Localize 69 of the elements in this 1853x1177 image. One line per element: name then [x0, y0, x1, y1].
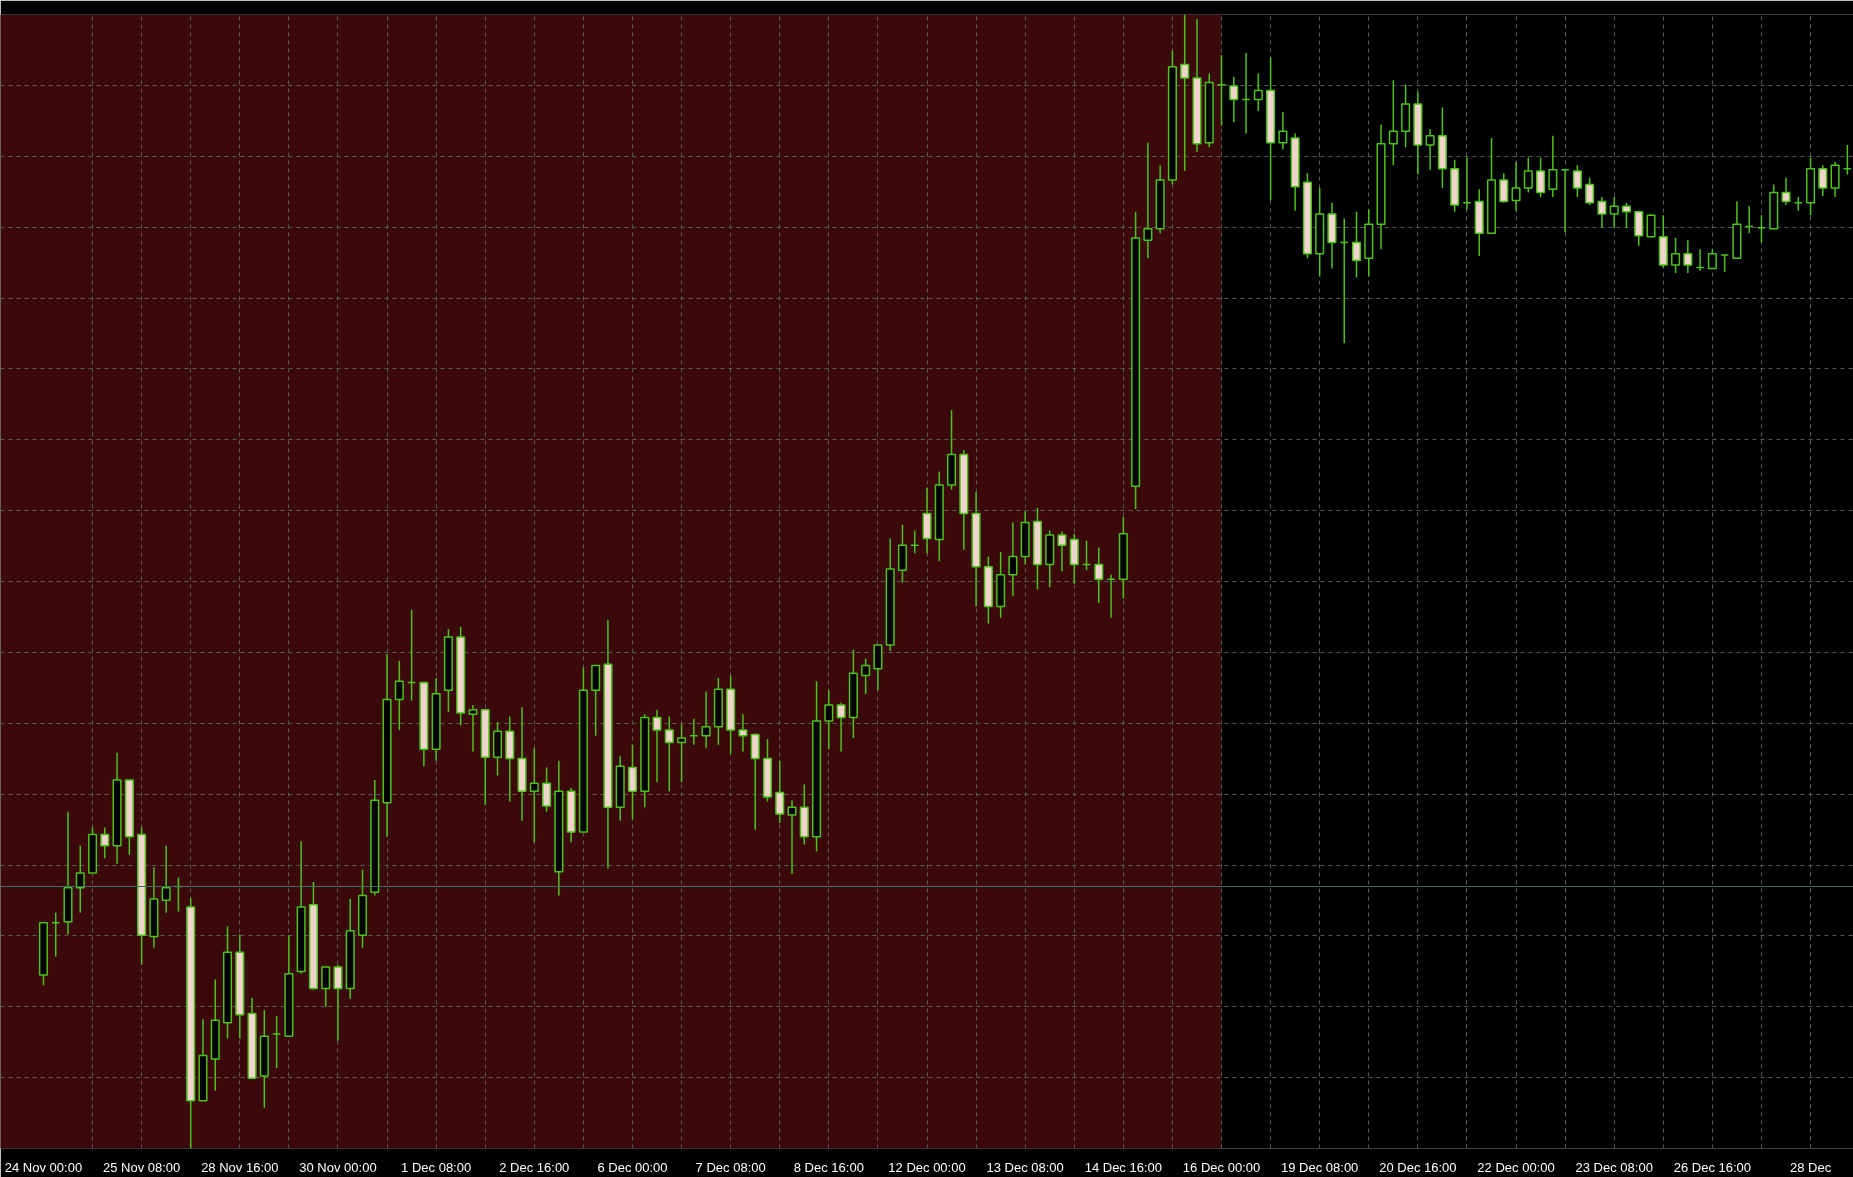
x-tick-label: 28 Dec: [1789, 1159, 1832, 1175]
candlestick: [1572, 164, 1582, 198]
candlestick: [1511, 161, 1521, 212]
candlestick: [775, 759, 785, 824]
candlestick: [1008, 521, 1018, 597]
candlestick: [1585, 177, 1595, 206]
candlestick: [1143, 141, 1153, 260]
candlestick: [750, 732, 760, 831]
candlestick: [161, 844, 171, 914]
x-tick-label: 12 Dec 00:00: [888, 1159, 966, 1175]
candlestick: [1597, 196, 1607, 229]
candlestick: [738, 713, 748, 753]
candlestick: [652, 708, 662, 783]
candlestick: [1671, 237, 1681, 274]
candlestick: [1499, 172, 1509, 204]
x-tick-label: 20 Dec 16:00: [1379, 1159, 1457, 1175]
candlestick: [1781, 177, 1791, 206]
candlestick: [1536, 156, 1546, 198]
x-tick-label: 23 Dec 08:00: [1575, 1159, 1653, 1175]
candlestick: [1621, 201, 1632, 229]
candlestick: [1253, 72, 1263, 112]
x-tick-label: 13 Dec 08:00: [986, 1159, 1064, 1175]
candlestick: [1609, 196, 1619, 229]
candlestick: [787, 799, 797, 875]
candlestick: [1830, 161, 1840, 198]
x-tick-label: 25 Nov 08:00: [102, 1159, 181, 1175]
candlestick: [1683, 239, 1693, 274]
candlestick: [1180, 14, 1190, 172]
candlestick: [542, 766, 552, 813]
x-tick-label: 26 Dec 16:00: [1673, 1159, 1752, 1175]
candlestick: [664, 715, 674, 793]
candlestick: [1523, 156, 1533, 194]
candlestick: [1094, 546, 1104, 604]
x-tick-label: 7 Dec 08:00: [695, 1159, 766, 1175]
x-tick-label: 14 Dec 16:00: [1084, 1159, 1163, 1175]
candlestick: [321, 966, 331, 1008]
candlestick: [824, 689, 834, 751]
candlestick: [1818, 164, 1828, 197]
candlestick: [1425, 128, 1435, 171]
candlestick: [1057, 530, 1067, 573]
x-tick-label: 30 Nov 00:00: [299, 1159, 377, 1175]
x-tick-label: 1 Dec 08:00: [401, 1159, 472, 1175]
x-tick-label: 28 Nov 16:00: [201, 1159, 279, 1175]
candlestick: [836, 702, 846, 753]
x-tick-label: 24 Nov 00:00: [4, 1159, 83, 1175]
candlestick: [861, 657, 871, 695]
x-tick-label: 8 Dec 16:00: [793, 1159, 864, 1175]
candlestick: [873, 644, 883, 692]
candlestick: [468, 704, 478, 753]
candlestick: [1278, 111, 1288, 151]
x-tick-label: 2 Dec 16:00: [499, 1159, 570, 1175]
candlestick: [1707, 248, 1717, 270]
candlestick: [1388, 79, 1398, 167]
x-tick-label: 6 Dec 00:00: [597, 1159, 668, 1175]
x-tick-label: 16 Dec 00:00: [1182, 1159, 1261, 1175]
candlestick: [100, 826, 110, 859]
x-tick-label: 22 Dec 00:00: [1477, 1159, 1555, 1175]
candlestick: [333, 964, 343, 1042]
candlestick: [75, 844, 85, 914]
candlestick: [394, 660, 404, 731]
candlestick: [1634, 209, 1644, 247]
candlestick: [627, 744, 638, 821]
candlestick: [1229, 76, 1239, 123]
candlestick: [1351, 211, 1362, 279]
x-tick-label: 19 Dec 08:00: [1281, 1159, 1359, 1175]
candlestick: [529, 747, 539, 844]
candlestick: [1548, 135, 1558, 198]
candlestick: [677, 723, 687, 783]
candlestick: [701, 690, 711, 749]
